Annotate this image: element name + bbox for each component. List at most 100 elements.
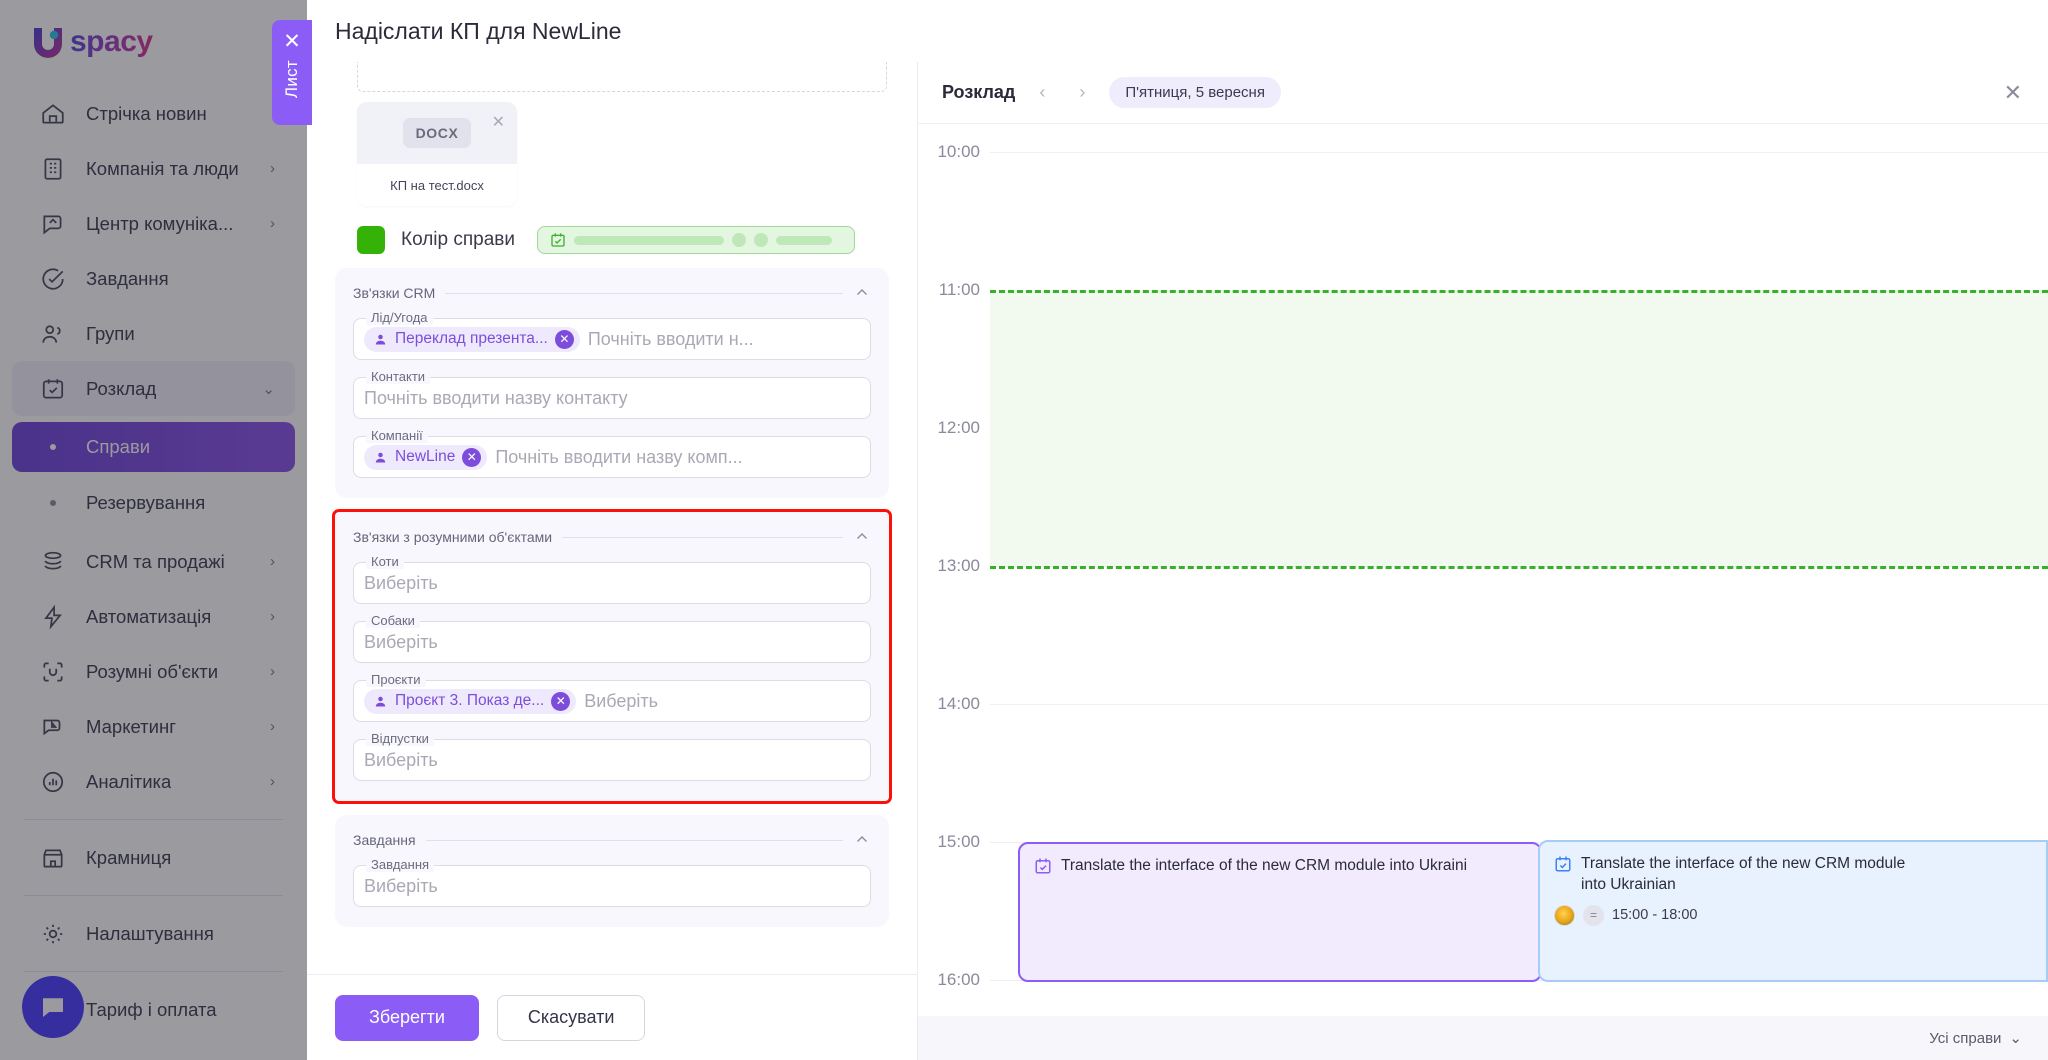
sidebar-nav: Стрічка новин Компанія та люди › Центр к…: [0, 86, 307, 1037]
dropzone-area[interactable]: [357, 62, 887, 92]
current-date-pill[interactable]: П'ятниця, 5 вересня: [1109, 77, 1281, 108]
sidebar-item-label: Автоматизація: [86, 605, 212, 627]
cats-field[interactable]: Коти Виберіть: [353, 554, 871, 604]
sidebar-item-settings[interactable]: Налаштування: [12, 906, 295, 961]
crm-relations-panel: Зв'язки CRM Лід/Угода Перекла: [335, 268, 889, 498]
hour-label: 16:00: [937, 970, 980, 989]
sidebar-subitem-spravy[interactable]: Справи: [12, 422, 295, 472]
section-header: Завдання: [353, 831, 871, 849]
tag-label: Проєкт 3. Показ де...: [395, 692, 545, 709]
sidebar-item-analytics[interactable]: Аналітика ›: [12, 754, 295, 809]
field-label: Завдання: [366, 857, 435, 872]
bullet-icon: [50, 500, 56, 506]
hour-label: 11:00: [938, 280, 980, 299]
selected-tag[interactable]: NewLine ✕: [364, 444, 488, 470]
section-caption: Зв'язки з розумними об'єктами: [353, 529, 553, 545]
placeholder-line: [574, 235, 724, 245]
section-header: Зв'язки з розумними об'єктами: [353, 528, 871, 546]
section-caption: Зв'язки CRM: [353, 285, 436, 301]
selected-tag[interactable]: Переклад презента... ✕: [364, 326, 580, 352]
remove-tag-icon[interactable]: ✕: [551, 691, 571, 711]
schedule-footer: Усі справи ⌄: [918, 1016, 2048, 1060]
sidebar-item-communication[interactable]: Центр комуніка... ›: [12, 196, 295, 251]
letter-side-tab[interactable]: ✕ Лист: [272, 20, 312, 125]
chevron-up-icon[interactable]: [853, 528, 871, 546]
sidebar-item-news[interactable]: Стрічка новин: [12, 86, 295, 141]
sidebar-item-crm[interactable]: CRM та продажі ›: [12, 534, 295, 589]
selected-tag[interactable]: Проєкт 3. Показ де... ✕: [364, 688, 577, 714]
field-label: Коти: [366, 554, 404, 569]
close-icon[interactable]: ✕: [283, 30, 301, 53]
chevron-down-icon[interactable]: ⌄: [2009, 1030, 2022, 1047]
sidebar-subitem-reservation[interactable]: Резервування: [12, 478, 295, 528]
chevron-right-icon: ›: [270, 718, 275, 735]
sidebar-item-label: Крамниця: [86, 846, 172, 868]
chevron-right-icon: ›: [270, 773, 275, 790]
lead-deal-field[interactable]: Лід/Угода Переклад презента... ✕ Почніть…: [353, 310, 871, 360]
sidebar-item-schedule[interactable]: Розклад ⌄: [12, 361, 295, 416]
form-scroll-area[interactable]: DOCX ✕ КП на тест.docx Колір справи: [307, 62, 917, 974]
sidebar-item-automation[interactable]: Автоматизація ›: [12, 589, 295, 644]
form-column: DOCX ✕ КП на тест.docx Колір справи: [307, 62, 917, 1060]
projects-field[interactable]: Проєкти Проєкт 3. Показ де... ✕ Виберіть: [353, 672, 871, 722]
remove-tag-icon[interactable]: ✕: [462, 447, 482, 467]
vacations-field[interactable]: Відпустки Виберіть: [353, 731, 871, 781]
sidebar-item-label: Розумні об'єкти: [86, 660, 219, 682]
hour-label: 12:00: [937, 418, 980, 437]
attachment-filename: КП на тест.docx: [357, 164, 517, 206]
companies-field[interactable]: Компанії NewLine ✕ Почніть вводити назву…: [353, 428, 871, 478]
chevron-up-icon[interactable]: [853, 831, 871, 849]
next-day-button[interactable]: ›: [1079, 82, 1086, 102]
layers-icon: [40, 549, 66, 575]
schedule-header: Розклад ‹ › П'ятниця, 5 вересня ✕: [918, 62, 2048, 124]
attachment-card[interactable]: DOCX ✕ КП на тест.docx: [357, 102, 517, 206]
schedule-panel: Розклад ‹ › П'ятниця, 5 вересня ✕ 10:00: [917, 62, 2048, 1060]
field-placeholder: Почніть вводити назву комп...: [495, 446, 743, 467]
section-caption: Завдання: [353, 832, 416, 848]
sidebar-item-company[interactable]: Компанія та люди ›: [12, 141, 295, 196]
hour-label: 13:00: [937, 556, 980, 575]
support-chat-button[interactable]: [22, 976, 84, 1038]
hour-label: 15:00: [937, 832, 980, 851]
schedule-grid[interactable]: 10:00 11:00 12:00 13:00 14:00 15:00 16:0…: [918, 124, 2048, 1016]
calendar-event[interactable]: Translate the interface of the new CRM m…: [1538, 840, 2048, 982]
task-field[interactable]: Завдання Виберіть: [353, 857, 871, 907]
send-proposal-modal: Надіслати КП для NewLine DOCX ✕ КП на те…: [307, 0, 2048, 1060]
cases-filter-label[interactable]: Усі справи: [1929, 1029, 2002, 1047]
sidebar-subitem-label: Справи: [86, 436, 151, 457]
smart-object-icon: [40, 659, 66, 685]
field-placeholder: Виберіть: [364, 875, 438, 896]
bullet-icon: [50, 444, 56, 450]
cancel-button[interactable]: Скасувати: [496, 994, 646, 1041]
sidebar-item-label: Компанія та люди: [86, 157, 239, 179]
sidebar-item-marketing[interactable]: Маркетинг ›: [12, 699, 295, 754]
placeholder-dot: [754, 233, 768, 247]
remove-tag-icon[interactable]: ✕: [554, 329, 574, 349]
calendar-check-icon: [1034, 857, 1052, 875]
dogs-field[interactable]: Собаки Виберіть: [353, 613, 871, 663]
gear-icon: [40, 921, 66, 947]
prev-day-button[interactable]: ‹: [1039, 82, 1046, 102]
color-swatch[interactable]: [357, 226, 385, 254]
tasks-panel: Завдання Завдання Виберіть: [335, 815, 889, 927]
sidebar-item-store[interactable]: Крамниця: [12, 830, 295, 885]
brand-name: spacy: [70, 25, 153, 58]
section-rule: [562, 536, 843, 538]
brand-logo[interactable]: spacy: [0, 0, 307, 70]
sidebar: spacy Стрічка новин Компанія та люди › Ц…: [0, 0, 307, 1060]
remove-attachment-icon[interactable]: ✕: [491, 114, 505, 131]
sidebar-item-groups[interactable]: Групи: [12, 306, 295, 361]
field-placeholder: Виберіть: [584, 690, 659, 711]
sidebar-subitem-label: Резервування: [86, 492, 206, 513]
sidebar-item-label: Тариф і оплата: [86, 998, 217, 1020]
person-icon: [373, 332, 388, 347]
chevron-up-icon[interactable]: [853, 284, 871, 302]
building-icon: [40, 156, 66, 182]
sidebar-item-label: Розклад: [86, 377, 157, 399]
save-button[interactable]: Зберегти: [335, 994, 479, 1041]
calendar-event-dragging[interactable]: Translate the interface of the new CRM m…: [1018, 842, 1542, 982]
sidebar-item-smart-objects[interactable]: Розумні об'єкти ›: [12, 644, 295, 699]
contacts-field[interactable]: Контакти Почніть вводити назву контакту: [353, 369, 871, 419]
close-schedule-icon[interactable]: ✕: [2003, 79, 2022, 105]
sidebar-item-tasks[interactable]: Завдання: [12, 251, 295, 306]
